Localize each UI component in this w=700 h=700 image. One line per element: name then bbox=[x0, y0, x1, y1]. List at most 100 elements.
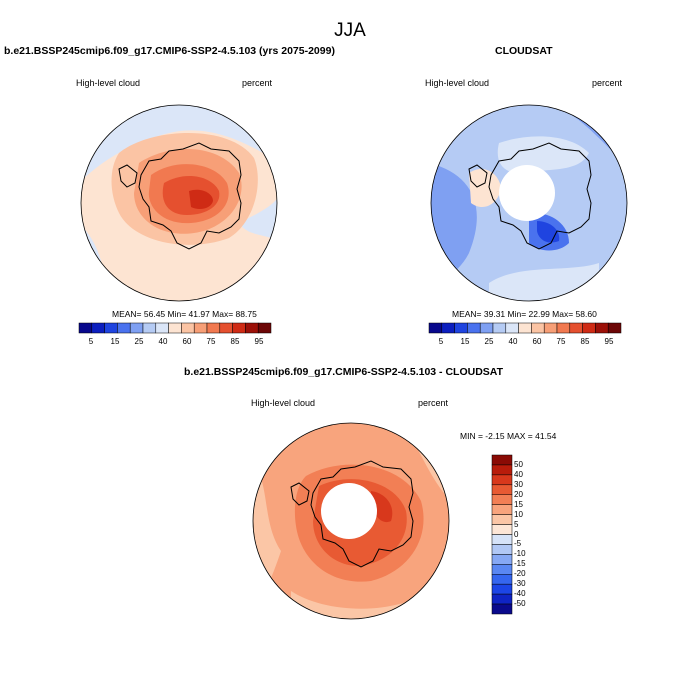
colorbar-tick-label: 30 bbox=[514, 479, 523, 489]
colorbar-swatch bbox=[441, 322, 455, 334]
diff-missing-data-hole bbox=[321, 483, 377, 539]
colorbar-swatch bbox=[491, 514, 513, 525]
left-variable-label: High-level cloud bbox=[76, 78, 141, 88]
colorbar-swatch bbox=[491, 574, 513, 585]
colorbar-tick-label: 85 bbox=[580, 337, 590, 346]
colorbar-swatch bbox=[181, 322, 195, 334]
colorbar-tick-label: 95 bbox=[254, 337, 264, 346]
colorbar-tick-label: 5 bbox=[88, 337, 94, 346]
right-colorbar bbox=[428, 322, 622, 334]
right-variable-label: High-level cloud bbox=[425, 78, 490, 88]
colorbar-swatch bbox=[491, 504, 513, 515]
colorbar-swatch bbox=[491, 534, 513, 545]
colorbar-tick-label: 20 bbox=[514, 489, 523, 499]
left-panel-title: b.e21.BSSP245cmip6.f09_g17.CMIP6-SSP2-4.… bbox=[4, 45, 335, 57]
colorbar-swatch bbox=[491, 484, 513, 495]
colorbar-tick-label: 60 bbox=[182, 337, 192, 346]
colorbar-tick-label: 60 bbox=[532, 337, 542, 346]
colorbar-swatch bbox=[505, 322, 519, 334]
colorbar-swatch bbox=[454, 322, 468, 334]
colorbar-swatch bbox=[543, 322, 558, 334]
diff-stats: MIN = -2.15 MAX = 41.54 bbox=[460, 431, 557, 441]
colorbar-swatch bbox=[582, 322, 596, 334]
colorbar-swatch bbox=[491, 603, 513, 615]
colorbar-swatch bbox=[479, 322, 494, 334]
colorbar-tick-label: -30 bbox=[514, 579, 526, 589]
colorbar-swatch bbox=[467, 322, 481, 334]
colorbar-swatch bbox=[556, 322, 571, 334]
right-panel-title: CLOUDSAT bbox=[495, 45, 553, 57]
colorbar-swatch bbox=[117, 322, 131, 334]
diff-colorbar bbox=[491, 454, 513, 615]
colorbar-tick-label: 0 bbox=[514, 529, 519, 539]
left-antarctica-coastline bbox=[118, 142, 242, 250]
colorbar-tick-label: 25 bbox=[134, 337, 144, 346]
colorbar-tick-label: -20 bbox=[514, 569, 526, 579]
colorbar-swatch bbox=[518, 322, 532, 334]
colorbar-tick-label: 75 bbox=[206, 337, 216, 346]
colorbar-swatch bbox=[491, 593, 513, 605]
left-stats: MEAN= 56.45 Min= 41.97 Max= 88.75 bbox=[112, 309, 257, 319]
colorbar-tick-label: 85 bbox=[230, 337, 240, 346]
colorbar-swatch bbox=[245, 322, 259, 334]
colorbar-swatch bbox=[595, 322, 609, 334]
colorbar-tick-label: 15 bbox=[460, 337, 470, 346]
left-sea-ice-field bbox=[81, 105, 277, 183]
colorbar-swatch bbox=[491, 464, 513, 476]
colorbar-tick-label: -5 bbox=[514, 539, 522, 549]
colorbar-swatch bbox=[129, 322, 144, 334]
colorbar-swatch bbox=[206, 322, 221, 334]
colorbar-tick-label: 40 bbox=[508, 337, 518, 346]
colorbar-swatch bbox=[428, 322, 443, 334]
right-units-label: percent bbox=[592, 78, 623, 88]
colorbar-swatch bbox=[491, 494, 513, 505]
colorbar-tick-label: 15 bbox=[514, 499, 523, 509]
colorbar-swatch bbox=[232, 322, 246, 334]
colorbar-swatch bbox=[491, 554, 513, 565]
colorbar-tick-label: -50 bbox=[514, 599, 526, 609]
colorbar-swatch bbox=[491, 524, 513, 535]
colorbar-swatch bbox=[569, 322, 583, 334]
colorbar-tick-label: -40 bbox=[514, 589, 526, 599]
diff-antarctica-coastline bbox=[290, 460, 414, 568]
diff-panel-title: b.e21.BSSP245cmip6.f09_g17.CMIP6-SSP2-4.… bbox=[184, 366, 504, 378]
diff-units-label: percent bbox=[418, 398, 449, 408]
colorbar-swatch bbox=[491, 583, 513, 595]
colorbar-swatch bbox=[491, 454, 513, 466]
colorbar-swatch bbox=[607, 322, 622, 334]
colorbar-tick-label: 40 bbox=[514, 469, 523, 479]
colorbar-swatch bbox=[491, 564, 513, 575]
right-missing-data-hole bbox=[499, 165, 555, 221]
colorbar-swatch bbox=[91, 322, 105, 334]
colorbar-tick-label: 5 bbox=[438, 337, 444, 346]
colorbar-swatch bbox=[142, 322, 157, 334]
colorbar-swatch bbox=[531, 322, 545, 334]
colorbar-tick-label: 40 bbox=[158, 337, 168, 346]
colorbar-swatch bbox=[168, 322, 182, 334]
colorbar-tick-label: 5 bbox=[514, 519, 519, 529]
colorbar-tick-label: 10 bbox=[514, 509, 523, 519]
colorbar-swatch bbox=[492, 322, 507, 334]
colorbar-swatch bbox=[78, 322, 93, 334]
colorbar-tick-label: 95 bbox=[604, 337, 614, 346]
colorbar-tick-label: -15 bbox=[514, 559, 526, 569]
colorbar-tick-label: 50 bbox=[514, 459, 523, 469]
colorbar-swatch bbox=[491, 474, 513, 486]
colorbar-tick-label: 25 bbox=[484, 337, 494, 346]
colorbar-tick-label: -10 bbox=[514, 549, 526, 559]
diff-variable-label: High-level cloud bbox=[251, 398, 316, 408]
colorbar-swatch bbox=[491, 544, 513, 555]
figure-title: JJA bbox=[334, 20, 366, 41]
left-units-label: percent bbox=[242, 78, 273, 88]
colorbar-swatch bbox=[193, 322, 208, 334]
colorbar-swatch bbox=[219, 322, 233, 334]
left-polar-map bbox=[80, 104, 278, 302]
colorbar-swatch bbox=[104, 322, 118, 334]
left-colorbar bbox=[78, 322, 272, 334]
right-stats: MEAN= 39.31 Min= 22.99 Max= 58.60 bbox=[452, 309, 597, 319]
diff-polar-map bbox=[252, 422, 450, 620]
colorbar-swatch bbox=[155, 322, 169, 334]
colorbar-tick-label: 15 bbox=[110, 337, 120, 346]
right-antarctica-coastline bbox=[468, 142, 592, 250]
right-polar-map bbox=[430, 104, 628, 302]
